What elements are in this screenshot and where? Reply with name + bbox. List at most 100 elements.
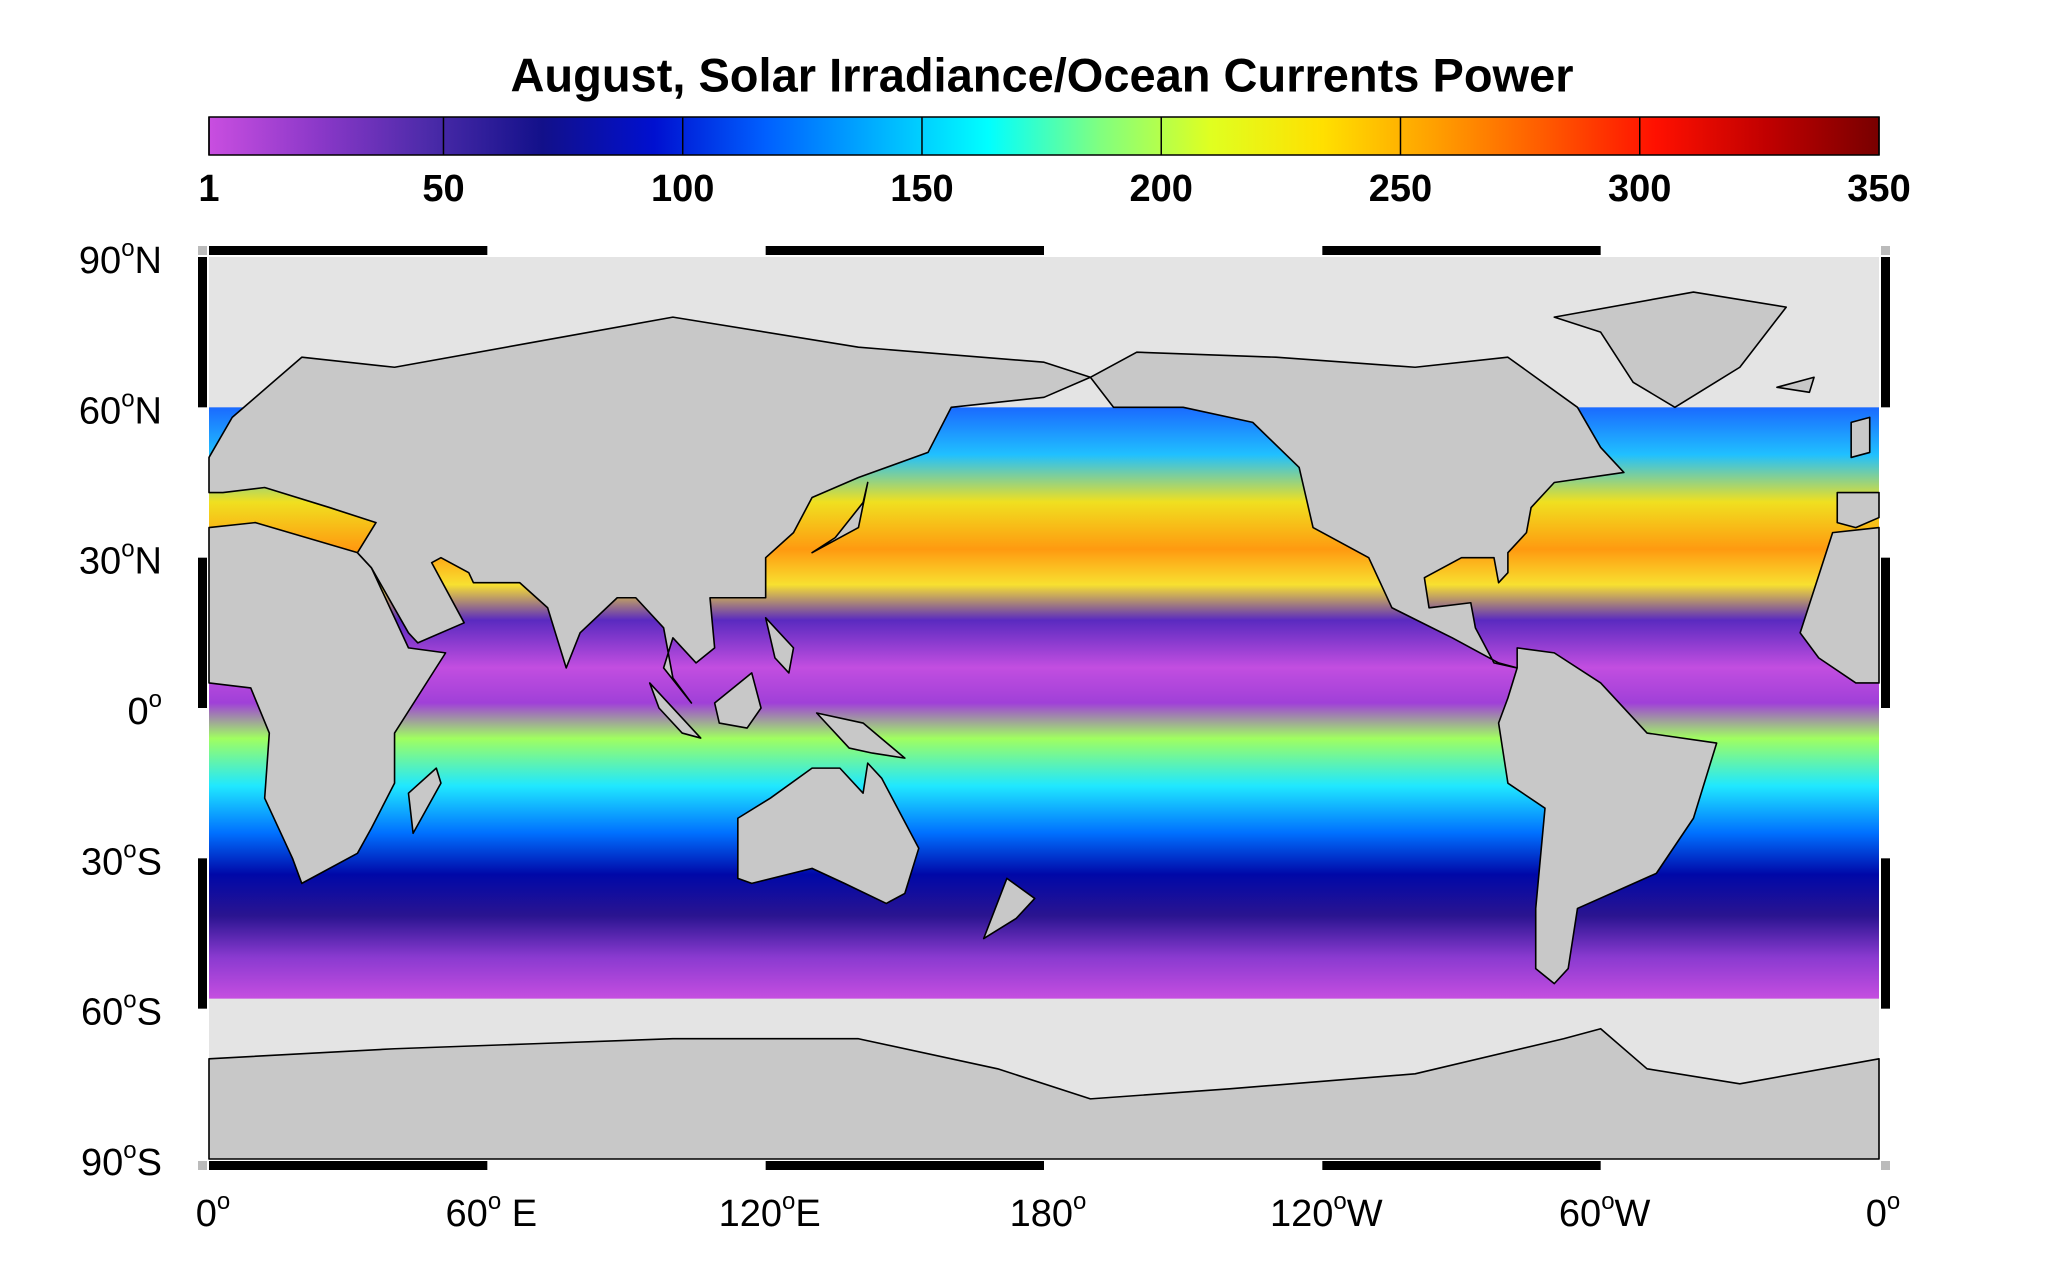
label-number: 60	[79, 390, 121, 432]
label-degree: o	[121, 386, 134, 413]
longitude-label: 60o E	[446, 1188, 538, 1235]
label-number: 180	[1010, 1193, 1073, 1235]
colorbar-tick-label: 50	[422, 168, 464, 210]
frame-bar	[198, 858, 207, 1009]
colorbar-tick-label: 300	[1608, 168, 1671, 210]
label-degree: o	[1333, 1188, 1346, 1215]
label-number: 30	[81, 841, 123, 883]
landmass	[1497, 647, 1718, 985]
landmass	[982, 877, 1036, 940]
longitude-label: 180o	[1010, 1188, 1087, 1235]
label-degree: o	[121, 235, 134, 262]
label-degree: o	[1601, 1188, 1614, 1215]
label-hemisphere: W	[1615, 1193, 1651, 1235]
landmass	[764, 616, 795, 674]
latitude-label: 0o	[128, 686, 163, 733]
label-number: 60	[1559, 1193, 1601, 1235]
longitude-label: 60oW	[1559, 1188, 1651, 1235]
label-number: 30	[79, 541, 121, 583]
colorbar-tick-label: 150	[890, 168, 953, 210]
longitude-label: 120oE	[719, 1188, 821, 1235]
map-frame	[198, 246, 1890, 1170]
label-number: 0	[128, 691, 149, 733]
frame-bar	[765, 246, 1044, 255]
landmass	[1553, 291, 1788, 409]
landmass	[1850, 416, 1871, 459]
landmass	[1799, 526, 1880, 684]
label-hemisphere: S	[137, 992, 162, 1034]
colorbar-tick-label: 350	[1847, 168, 1910, 210]
label-degree: o	[149, 686, 162, 713]
frame-bar	[209, 1161, 488, 1170]
label-hemisphere: N	[135, 240, 162, 282]
map-area	[208, 257, 1880, 1160]
longitude-label: 0o	[196, 1188, 231, 1235]
frame-bar	[765, 1161, 1044, 1170]
frame-corner	[1881, 1161, 1890, 1170]
landmass	[1089, 351, 1625, 669]
latitude-label: 60oS	[81, 987, 162, 1034]
label-degree: o	[488, 1188, 501, 1215]
label-number: 60	[446, 1193, 488, 1235]
landmass	[407, 767, 442, 835]
label-degree: o	[1887, 1188, 1900, 1215]
label-hemisphere: E	[795, 1193, 820, 1235]
landmass	[811, 481, 869, 554]
label-degree: o	[1073, 1188, 1086, 1215]
latitude-label: 60oN	[79, 386, 162, 433]
frame-bar	[198, 557, 207, 708]
frame-corner	[1881, 246, 1890, 255]
label-degree: o	[123, 1137, 136, 1164]
frame-bar	[1881, 257, 1890, 408]
label-hemisphere: S	[137, 1142, 162, 1184]
longitude-label: 0o	[1866, 1188, 1901, 1235]
latitude-label: 30oS	[81, 837, 162, 884]
colorbar-tick-label: 250	[1369, 168, 1432, 210]
colorbar-tick-label: 100	[651, 168, 714, 210]
label-number: 0	[196, 1193, 217, 1235]
colorbar-tick-label: 1	[198, 168, 219, 210]
latitude-label: 90oS	[81, 1137, 162, 1184]
landmass	[713, 672, 762, 729]
longitude-label: 120oW	[1270, 1188, 1383, 1235]
map-title: August, Solar Irradiance/Ocean Currents …	[510, 48, 1573, 101]
frame-bar	[1322, 1161, 1601, 1170]
frame-corner	[198, 1161, 207, 1170]
frame-bar	[1322, 246, 1601, 255]
label-hemisphere: E	[501, 1193, 537, 1235]
label-number: 60	[81, 992, 123, 1034]
label-number: 120	[719, 1193, 782, 1235]
colorbar: 1 50 100 150 200 250 300 350	[198, 116, 1911, 210]
landmass	[648, 682, 702, 739]
label-hemisphere: N	[135, 541, 162, 583]
frame-bar	[198, 257, 207, 408]
landmass	[208, 316, 1092, 704]
landmass	[1776, 376, 1815, 394]
label-hemisphere: S	[137, 841, 162, 883]
landmass	[208, 1027, 1880, 1160]
latitude-label: 90oN	[79, 235, 162, 282]
frame-corner	[198, 246, 207, 255]
label-degree: o	[782, 1188, 795, 1215]
label-hemisphere: W	[1347, 1193, 1383, 1235]
frame-bar	[1881, 858, 1890, 1009]
colorbar-gradient	[208, 116, 1880, 156]
landmass	[1836, 491, 1880, 529]
label-degree: o	[123, 837, 136, 864]
landmass	[815, 712, 906, 759]
frame-bar	[1881, 557, 1890, 708]
label-number: 120	[1270, 1193, 1333, 1235]
label-number: 90	[81, 1142, 123, 1184]
frame-bar	[209, 246, 488, 255]
label-number: 90	[79, 240, 121, 282]
label-number: 0	[1866, 1193, 1887, 1235]
label-degree: o	[217, 1188, 230, 1215]
label-degree: o	[121, 536, 134, 563]
label-degree: o	[123, 987, 136, 1014]
latitude-label: 30oN	[79, 536, 162, 583]
label-hemisphere: N	[135, 390, 162, 432]
landmass	[737, 762, 920, 905]
colorbar-tick-label: 200	[1130, 168, 1193, 210]
